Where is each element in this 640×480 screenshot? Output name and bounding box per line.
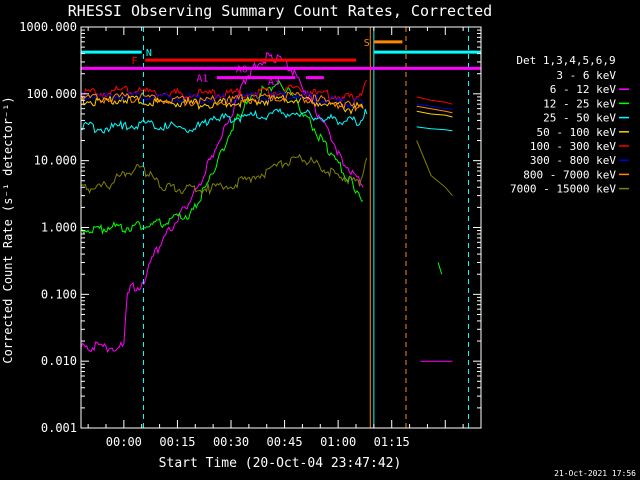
x-tick-label: 00:15 — [159, 435, 195, 449]
series-line-segment — [416, 96, 453, 105]
x-tick-label: 00:00 — [106, 435, 142, 449]
series-line-segment — [416, 105, 453, 114]
legend-entry-label: 50 - 100 keV — [537, 126, 617, 139]
series-line-segment — [437, 262, 443, 275]
legend-entry-label: 800 - 7000 keV — [523, 168, 616, 181]
legend-entry-label: 7000 - 15000 keV — [510, 183, 616, 196]
series-line — [81, 93, 364, 115]
series-line — [81, 79, 364, 235]
legend-entry-label: 25 - 50 keV — [543, 112, 616, 125]
chart-title: RHESSI Observing Summary Count Rates, Co… — [68, 2, 492, 20]
y-tick-label: 1000.000 — [19, 20, 77, 34]
legend-entry-label: 3 - 6 keV — [556, 69, 616, 82]
series-line-segment — [416, 110, 453, 118]
y-tick-label: 0.001 — [41, 421, 77, 435]
flag-label: A0 — [236, 64, 248, 75]
series-line — [136, 129, 368, 415]
flag-label: A3 — [268, 77, 280, 88]
flag-label: F — [132, 56, 138, 67]
plot-area: S NF A0 A1 A3 — [81, 27, 481, 428]
legend-title: Det 1,3,4,5,6,9 — [516, 54, 615, 67]
x-axis-label: Start Time (20-Oct-04 23:47:42) — [159, 456, 402, 471]
legend-entry-label: 6 - 12 keV — [550, 83, 617, 96]
plot-content — [81, 27, 481, 428]
series-line — [81, 153, 368, 196]
y-axis-label: Corrected Count Rate (s⁻¹ detector⁻¹) — [1, 96, 15, 363]
series-line-segment — [416, 103, 453, 111]
y-tick-label: 1.000 — [41, 221, 77, 235]
legend-entry-label: 100 - 300 keV — [530, 140, 616, 153]
x-tick-label: 01:15 — [374, 435, 410, 449]
x-tick-label: 00:45 — [267, 435, 303, 449]
series-line — [81, 91, 364, 112]
series-line — [81, 107, 368, 134]
y-tick-label: 0.010 — [41, 354, 77, 368]
flag-label: N — [146, 48, 152, 59]
series-line-segment — [416, 126, 453, 132]
y-tick-label: 100.000 — [26, 87, 77, 101]
x-tick-label: 00:30 — [213, 435, 249, 449]
legend-entry-label: 300 - 800 keV — [530, 154, 616, 167]
series-line — [81, 79, 368, 104]
series-line-segment — [416, 140, 453, 196]
footer-date: 21-Oct-2021 17:56 — [554, 469, 636, 478]
flag-label: S — [364, 38, 370, 49]
x-tick-label: 01:00 — [320, 435, 356, 449]
y-tick-label: 0.100 — [41, 287, 77, 301]
y-tick-label: 10.000 — [34, 154, 77, 168]
series-line — [81, 90, 364, 110]
flag-label: A1 — [196, 74, 208, 85]
series-line — [81, 51, 364, 354]
legend-entry-label: 12 - 25 keV — [543, 97, 616, 110]
axes: 0.001 0.010 0.100 1.000 10.000 100.000 1000.00… — [19, 20, 482, 449]
